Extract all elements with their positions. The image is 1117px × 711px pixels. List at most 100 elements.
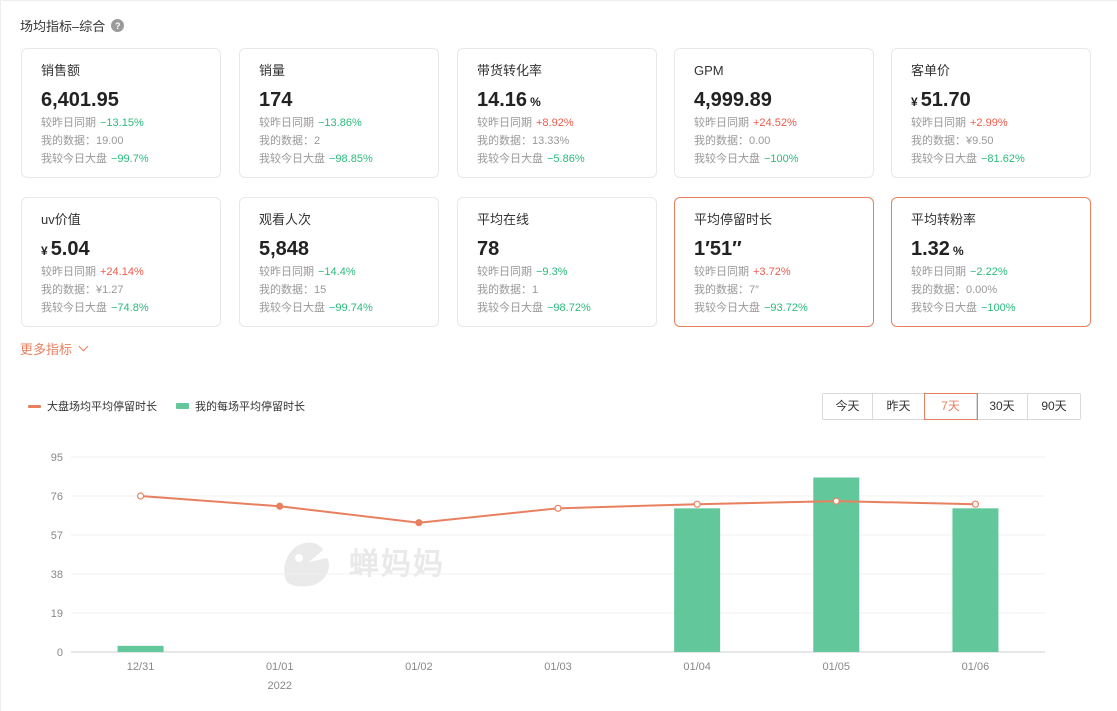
legend-bar-item[interactable]: 我的每场平均停留时长 — [176, 398, 305, 414]
metric-card[interactable]: 平均转粉率 1.32% 较昨日同期 −2.22% 我的数据：0.00% 我较今日大盘 −10… — [891, 197, 1091, 327]
my-data-label: 我的数据： — [41, 135, 96, 147]
my-data-row: 我的数据：0.00 — [694, 132, 873, 150]
compare-row: 较昨日同期 +24.52% — [694, 114, 873, 132]
section-header: 场均指标–综合 ? — [20, 16, 125, 35]
market-compare-label: 我较今日大盘 — [41, 302, 107, 314]
more-metrics-toggle[interactable]: 更多指标 — [20, 339, 89, 358]
compare-label: 较昨日同期 — [259, 266, 314, 278]
metric-card[interactable]: 客单价 ¥51.70 较昨日同期 +2.99% 我的数据：¥9.50 我较今日大盘 −81.… — [891, 48, 1091, 178]
x-year-label: 2022 — [267, 680, 291, 692]
metric-value: 78 — [477, 238, 500, 260]
compare-row: 较昨日同期 −2.22% — [911, 263, 1090, 281]
market-compare-label: 我较今日大盘 — [259, 153, 325, 165]
my-data-row: 我的数据：13.33% — [477, 132, 656, 150]
metric-label: 平均停留时长 — [694, 212, 773, 227]
my-data-label: 我的数据： — [477, 135, 532, 147]
market-compare-row: 我较今日大盘 −74.8% — [41, 299, 220, 317]
metric-value: 4,999.89 — [694, 89, 772, 111]
compare-label: 较昨日同期 — [41, 266, 96, 278]
my-data-value: 19.00 — [96, 135, 124, 147]
metric-label: GPM — [694, 63, 724, 78]
compare-value: +24.52% — [753, 117, 797, 129]
my-data-row: 我的数据：0.00% — [911, 281, 1090, 299]
my-data-value: ¥1.27 — [96, 284, 124, 296]
range-button[interactable]: 今天 — [823, 394, 873, 419]
metric-card[interactable]: 平均在线 78 较昨日同期 −9.3% 我的数据：1 我较今日大盘 −98.72% — [457, 197, 657, 327]
market-compare-label: 我较今日大盘 — [694, 153, 760, 165]
x-tick-label: 12/31 — [127, 661, 155, 673]
range-button[interactable]: 90天 — [1028, 394, 1080, 419]
x-tick-label: 01/03 — [544, 661, 572, 673]
legend-line-item[interactable]: 大盘场均平均停留时长 — [28, 398, 157, 414]
metric-value: 14.16 — [477, 89, 528, 111]
metric-card[interactable]: 销售额 6,401.95 较昨日同期 −13.15% 我的数据：19.00 我较今日大盘 −… — [21, 48, 221, 178]
market-compare-row: 我较今日大盘 −98.85% — [259, 150, 438, 168]
metric-value-row: ¥5.04 — [41, 235, 220, 263]
metric-unit: % — [952, 244, 964, 258]
market-compare-value: −99.7% — [111, 153, 149, 165]
currency-symbol: ¥ — [41, 244, 48, 258]
compare-row: 较昨日同期 +2.99% — [911, 114, 1090, 132]
metric-value: 5,848 — [259, 238, 310, 260]
legend-line-swatch — [28, 404, 41, 408]
metric-label: 观看人次 — [259, 212, 312, 227]
range-button[interactable]: 7天 — [924, 393, 978, 420]
compare-value: −14.4% — [318, 266, 356, 278]
my-data-row: 我的数据：2 — [259, 132, 438, 150]
legend-bar-label: 我的每场平均停留时长 — [195, 401, 305, 413]
metric-card[interactable]: 平均停留时长 1′51″ 较昨日同期 +3.72% 我的数据：7″ 我较今日大盘 −93.7… — [674, 197, 874, 327]
metric-card[interactable]: 观看人次 5,848 较昨日同期 −14.4% 我的数据：15 我较今日大盘 −99.74% — [239, 197, 439, 327]
metric-card[interactable]: GPM 4,999.89 较昨日同期 +24.52% 我的数据：0.00 我较今日大盘 −1… — [674, 48, 874, 178]
my-data-row: 我的数据：7″ — [694, 281, 873, 299]
metric-value: 174 — [259, 89, 293, 111]
my-data-label: 我的数据： — [694, 284, 749, 296]
market-compare-value: −98.85% — [329, 153, 373, 165]
metric-card[interactable]: 带货转化率 14.16% 较昨日同期 +8.92% 我的数据：13.33% 我较今日大盘 −… — [457, 48, 657, 178]
market-compare-row: 我较今日大盘 −93.72% — [694, 299, 873, 317]
compare-value: +3.72% — [753, 266, 791, 278]
range-button[interactable]: 昨天 — [873, 394, 925, 419]
metric-label: uv价值 — [41, 212, 81, 227]
line-point — [136, 492, 145, 500]
market-compare-value: −81.62% — [981, 153, 1025, 165]
compare-label: 较昨日同期 — [694, 117, 749, 129]
my-data-row: 我的数据：1 — [477, 281, 656, 299]
metric-value-row: 1.32% — [911, 235, 1090, 263]
chanmama-logo-icon — [284, 542, 329, 587]
market-compare-label: 我较今日大盘 — [694, 302, 760, 314]
my-data-label: 我的数据： — [259, 284, 314, 296]
y-tick-label: 38 — [51, 569, 63, 581]
section-title: 场均指标–综合 — [20, 19, 106, 34]
line-point — [693, 500, 701, 508]
y-tick-label: 57 — [51, 530, 63, 542]
x-tick-label: 01/04 — [683, 661, 711, 673]
metric-label: 平均转粉率 — [911, 212, 977, 227]
my-data-row: 我的数据：¥1.27 — [41, 281, 220, 299]
metric-card[interactable]: 销量 174 较昨日同期 −13.86% 我的数据：2 我较今日大盘 −98.85% — [239, 48, 439, 178]
market-compare-label: 我较今日大盘 — [477, 153, 543, 165]
currency-symbol: ¥ — [911, 95, 918, 109]
compare-row: 较昨日同期 −13.86% — [259, 114, 438, 132]
question-circle-icon[interactable]: ? — [111, 19, 125, 32]
range-button[interactable]: 30天 — [977, 394, 1028, 419]
my-data-label: 我的数据： — [477, 284, 532, 296]
stay-duration-chart: 0 19 38 57 76 95 12/31 01/01 2022 01/02 01/03 01/04… — [51, 452, 1045, 692]
metric-label: 销售额 — [41, 63, 81, 78]
market-compare-row: 我较今日大盘 −81.62% — [911, 150, 1090, 168]
y-tick-label: 95 — [51, 452, 63, 464]
metric-card[interactable]: uv价值 ¥5.04 较昨日同期 +24.14% 我的数据：¥1.27 我较今日大盘 −74… — [21, 197, 221, 327]
compare-value: +2.99% — [970, 117, 1008, 129]
market-compare-row: 我较今日大盘 −5.86% — [477, 150, 656, 168]
my-data-value: 2 — [314, 135, 321, 147]
market-compare-value: −5.86% — [547, 153, 585, 165]
watermark: 蝉妈妈 — [279, 532, 445, 590]
market-compare-value: −74.8% — [111, 302, 149, 314]
compare-value: −13.15% — [100, 117, 144, 129]
metric-value: 1′51″ — [694, 238, 742, 260]
my-data-label: 我的数据： — [41, 284, 96, 296]
my-data-row: 我的数据：19.00 — [41, 132, 220, 150]
market-compare-label: 我较今日大盘 — [911, 153, 977, 165]
market-compare-value: −93.72% — [764, 302, 808, 314]
market-compare-value: −100% — [981, 302, 1016, 314]
